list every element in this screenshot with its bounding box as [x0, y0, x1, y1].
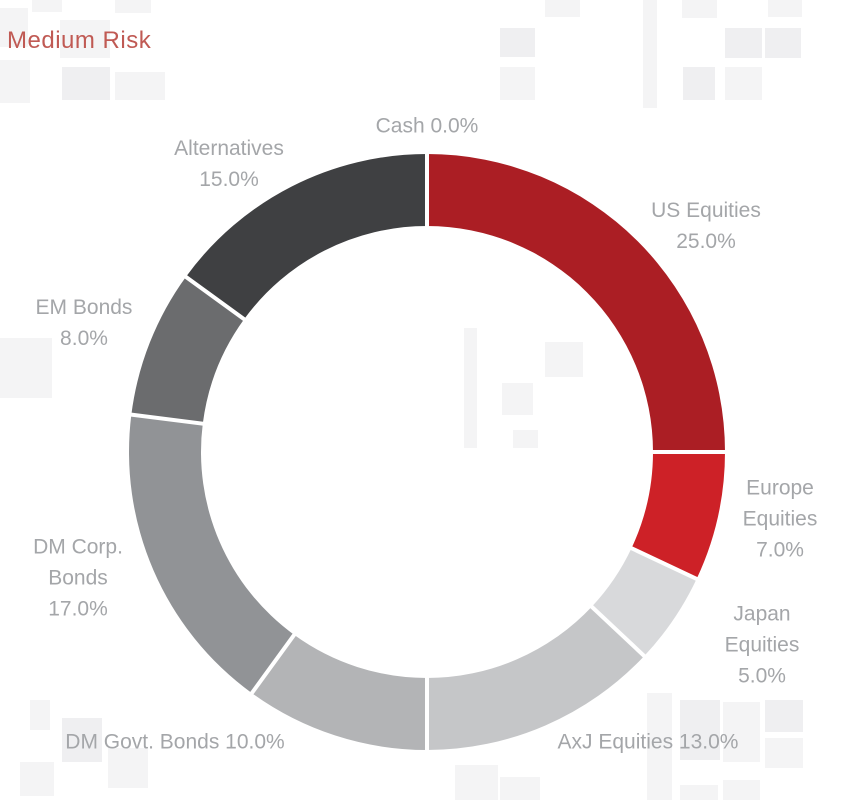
donut-segment-us-equities [427, 154, 725, 452]
donut-segment-alternatives [185, 154, 427, 320]
label-europe-equities: Europe Equities 7.0% [742, 476, 818, 562]
page-title: Medium Risk [7, 27, 152, 54]
segment-divider [248, 623, 303, 697]
label-cash: Cash 0.0% [375, 114, 479, 138]
segment-divider [128, 412, 215, 428]
label-em-bonds: EM Bonds 8.0% [35, 296, 133, 350]
label-japan-equities: Japan Equities 5.0% [724, 602, 800, 688]
label-axj-equities: AxJ Equities 13.0% [557, 730, 739, 754]
donut-segment-dm-govt-bonds [251, 634, 427, 750]
label-dm-corp-bonds: DM Corp. Bonds 17.0% [33, 535, 123, 621]
donut-segment-europe-equities [631, 452, 725, 579]
segment-divider [619, 541, 701, 582]
label-us-equities: US Equities 25.0% [651, 199, 761, 253]
segment-divider [581, 597, 648, 660]
donut-segment-em-bonds [131, 276, 245, 424]
label-dm-govt-bonds: DM Govt. Bonds 10.0% [65, 730, 285, 754]
donut-segment-axj-equities [427, 606, 645, 750]
label-alternatives: Alternatives 15.0% [174, 137, 284, 191]
donut-segment-dm-corp-bonds [129, 414, 295, 694]
segment-divider [182, 273, 256, 328]
